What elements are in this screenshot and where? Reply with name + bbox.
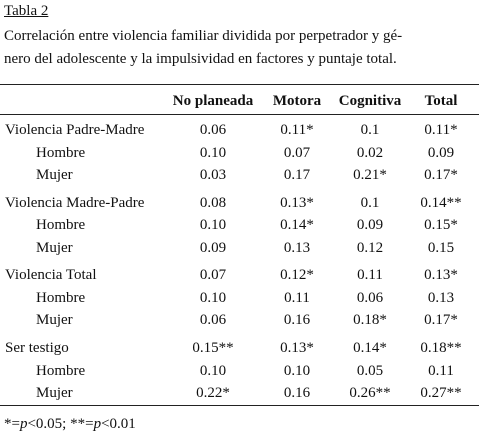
cell: 0.15*	[424, 217, 458, 234]
footnote-part: <0.01	[101, 416, 136, 432]
cell: 0.13*	[424, 267, 458, 284]
cell: 0.07	[283, 144, 311, 161]
cell: 0.02	[356, 144, 384, 161]
footnote-part: *=	[4, 416, 20, 432]
cell: 0.10	[199, 217, 227, 234]
cell: 0.11*	[280, 122, 314, 138]
cell: 0.09	[427, 144, 455, 161]
cell: 0.09	[356, 217, 384, 234]
cell: 0.08	[199, 194, 227, 211]
cell: 0.22*	[196, 385, 230, 402]
cell: 0.14*	[353, 340, 387, 357]
cell: 0.11*	[424, 122, 458, 138]
group-label: Violencia Madre-Padre	[5, 194, 145, 211]
table-title: Tabla 2	[4, 3, 49, 19]
subgroup-label: Mujer	[36, 167, 73, 183]
cell: 0.1	[360, 122, 380, 138]
cell: 0.10	[283, 362, 311, 379]
caption-line: Correlación entre violencia familiar div…	[4, 28, 403, 44]
subgroup-label: Mujer	[36, 312, 73, 329]
cell: 0.10	[199, 144, 227, 161]
cell: 0.16	[283, 312, 311, 329]
subgroup-label: Hombre	[36, 217, 86, 234]
cell: 0.09	[199, 239, 227, 256]
header-rule	[0, 114, 479, 115]
bottom-rule	[0, 405, 479, 406]
cell: 0.07	[199, 267, 227, 284]
cell: 0.13	[283, 239, 311, 256]
cell: 0.26**	[349, 385, 391, 402]
footnote-part: p	[93, 416, 102, 432]
cell: 0.10	[199, 362, 227, 379]
cell: 0.11	[284, 289, 310, 306]
cell: 0.21*	[353, 167, 387, 183]
cell: 0.14*	[280, 217, 314, 234]
column-header: Cognitiva	[338, 93, 402, 109]
cell: 0.17	[283, 167, 311, 183]
footnote: *=p<0.05; **=p<0.01	[4, 415, 136, 433]
top-rule	[0, 84, 479, 85]
cell: 0.13*	[280, 340, 314, 357]
cell: 0.12	[356, 239, 384, 256]
cell: 0.06	[199, 312, 227, 329]
cell: 0.1	[360, 194, 380, 211]
cell: 0.17*	[424, 312, 458, 329]
cell: 0.11	[428, 362, 454, 379]
cell: 0.17*	[424, 167, 458, 183]
cell: 0.14**	[420, 194, 462, 211]
subgroup-label: Mujer	[36, 239, 73, 256]
cell: 0.10	[199, 289, 227, 306]
column-header: Total	[424, 93, 458, 109]
cell: 0.06	[199, 122, 227, 138]
cell: 0.27**	[420, 385, 462, 402]
cell: 0.05	[356, 362, 384, 379]
group-label: Violencia Total	[5, 267, 97, 284]
footnote-part: p	[19, 416, 28, 432]
cell: 0.13*	[280, 194, 314, 211]
cell: 0.18**	[420, 340, 462, 357]
cell: 0.15	[427, 239, 455, 256]
group-label: Ser testigo	[5, 340, 69, 357]
subgroup-label: Hombre	[36, 289, 86, 306]
column-header: Motora	[272, 93, 322, 109]
subgroup-label: Hombre	[36, 144, 86, 161]
footnote-part: <0.05; **=	[27, 416, 94, 432]
cell: 0.13	[427, 289, 455, 306]
caption-line: nero del adolescente y la impulsividad e…	[4, 51, 397, 67]
cell: 0.18*	[353, 312, 387, 329]
cell: 0.12*	[280, 267, 314, 284]
cell: 0.11	[357, 267, 383, 284]
cell: 0.03	[199, 167, 227, 183]
cell: 0.06	[356, 289, 384, 306]
cell: 0.16	[283, 385, 311, 402]
column-header: No planeada	[172, 93, 254, 109]
subgroup-label: Mujer	[36, 385, 73, 402]
cell: 0.15**	[192, 340, 234, 357]
group-label: Violencia Padre-Madre	[5, 122, 145, 138]
subgroup-label: Hombre	[36, 362, 86, 379]
